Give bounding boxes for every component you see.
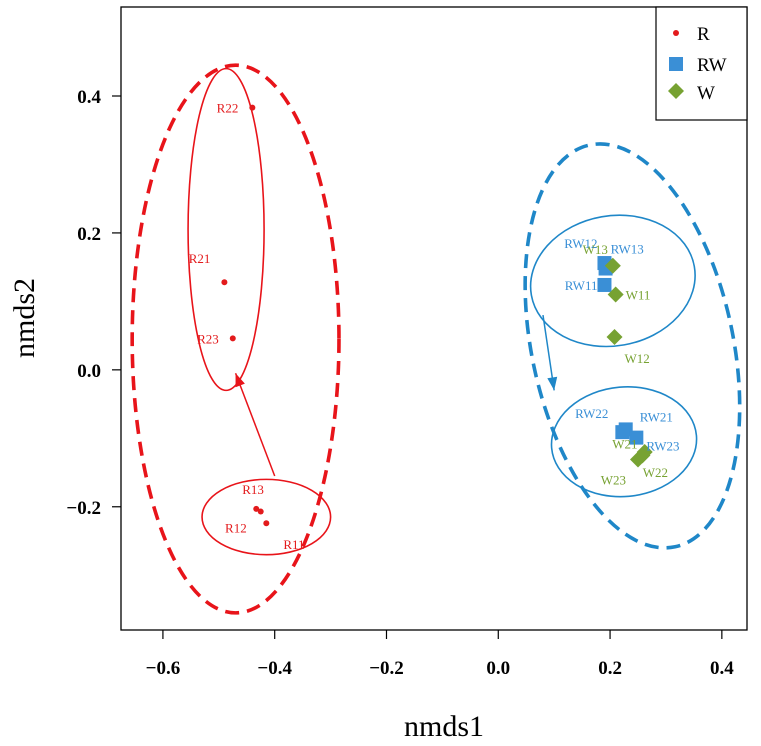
point-label-r12: R12 (225, 521, 247, 536)
point-label-rw11: RW11 (565, 278, 598, 293)
arrow-head (547, 376, 558, 391)
point-labels-layer: R11 R12 R13 R21 R22 R23 RW11 RW12 RW13 RW21 RW22 RW… (189, 101, 680, 553)
y-tick-label: −0.2 (66, 498, 101, 519)
point-label-r13: R13 (242, 482, 264, 497)
x-tick-label: 0.0 (486, 658, 510, 679)
x-tick-label: −0.2 (369, 658, 404, 679)
point-label-r21: R21 (189, 251, 211, 266)
point-w11 (607, 286, 624, 303)
y-axis-title: nmds2 (8, 278, 41, 358)
arrow-line (234, 373, 276, 477)
ellipse-rw2 (550, 386, 698, 498)
point-r22 (249, 104, 256, 111)
point-label-w11: W11 (626, 288, 651, 303)
x-tick-label: 0.4 (710, 658, 734, 679)
point-label-rw12: RW12 (564, 236, 597, 251)
point-label-w13: W13 (583, 242, 608, 257)
point-label-w22: W22 (643, 465, 668, 480)
legend-marker-rw (669, 57, 683, 71)
ellipse-rw (523, 142, 742, 550)
point-w13 (604, 257, 621, 274)
point-r13 (253, 505, 260, 512)
point-r12 (257, 508, 264, 515)
point-rw23 (629, 430, 644, 445)
x-axis-title: nmds1 (404, 710, 484, 743)
point-w23 (630, 451, 647, 468)
x-tick-label: 0.2 (598, 658, 622, 679)
point-label-r11: R11 (283, 537, 304, 552)
ellipse-r1 (201, 478, 332, 556)
legend-label-r: R (697, 24, 710, 45)
point-r11 (263, 520, 270, 527)
ellipse-rw1 (529, 214, 696, 348)
plot-frame (120, 6, 748, 631)
point-label-rw22: RW22 (575, 406, 608, 421)
point-label-w23: W23 (601, 473, 626, 488)
point-r23 (229, 335, 236, 342)
legend: R RW W (655, 6, 748, 121)
point-label-rw23: RW23 (646, 439, 679, 454)
point-w12 (606, 328, 623, 345)
point-label-rw21: RW21 (640, 409, 673, 424)
point-label-w21: W21 (612, 436, 637, 451)
y-tick-label: 0.4 (77, 87, 101, 108)
ellipse-r (130, 63, 341, 615)
points-layer (221, 104, 653, 527)
legend-marker-w (668, 83, 684, 99)
x-tick-label: −0.4 (257, 658, 292, 679)
point-r21 (221, 279, 228, 286)
arrow-head (235, 373, 245, 388)
arrows-layer (234, 314, 558, 477)
legend-label-w: W (697, 83, 715, 104)
legend-marker-r (673, 30, 679, 36)
y-tick-label: 0.2 (77, 224, 101, 245)
ellipse-r2 (187, 67, 265, 392)
point-label-r22: R22 (217, 101, 239, 116)
point-label-r23: R23 (197, 331, 219, 346)
x-tick-label: −0.6 (146, 658, 181, 679)
point-rw22 (615, 425, 630, 440)
point-rw11 (597, 277, 612, 292)
point-label-rw13: RW13 (611, 242, 644, 257)
y-tick-label: 0.0 (77, 361, 101, 382)
legend-label-rw: RW (697, 55, 727, 76)
point-label-w12: W12 (625, 351, 650, 366)
axes-layer: −0.6 −0.4 −0.2 0.0 0.2 0.4 −0.2 0.0 0.2 0.4 (66, 87, 734, 679)
